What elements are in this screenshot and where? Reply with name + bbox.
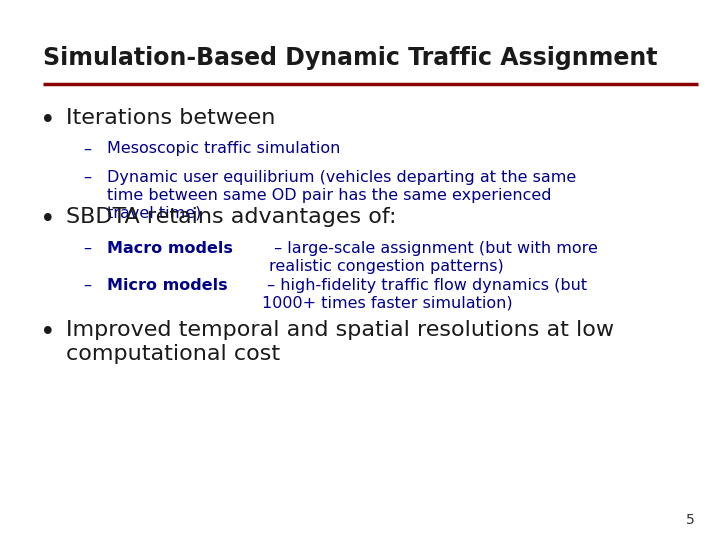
Text: •: • — [40, 108, 55, 134]
Text: •: • — [40, 207, 55, 233]
Text: –: – — [83, 241, 91, 256]
Text: Iterations between: Iterations between — [66, 108, 276, 128]
Text: Mesoscopic traffic simulation: Mesoscopic traffic simulation — [107, 141, 340, 157]
Text: Macro models: Macro models — [107, 241, 233, 256]
Text: SBDTA retains advantages of:: SBDTA retains advantages of: — [66, 207, 397, 227]
Text: Dynamic user equilibrium (vehicles departing at the same
time between same OD pa: Dynamic user equilibrium (vehicles depar… — [107, 170, 576, 220]
Text: 5: 5 — [686, 512, 695, 526]
Text: –: – — [83, 170, 91, 185]
Text: –: – — [83, 141, 91, 157]
Text: Micro models: Micro models — [107, 278, 228, 293]
Text: Simulation-Based Dynamic Traffic Assignment: Simulation-Based Dynamic Traffic Assignm… — [43, 46, 657, 70]
Text: – high-fidelity traffic flow dynamics (but
1000+ times faster simulation): – high-fidelity traffic flow dynamics (b… — [262, 278, 588, 310]
Text: Improved temporal and spatial resolutions at low
computational cost: Improved temporal and spatial resolution… — [66, 320, 614, 363]
Text: •: • — [40, 320, 55, 346]
Text: –: – — [83, 278, 91, 293]
Text: – large-scale assignment (but with more
realistic congestion patterns): – large-scale assignment (but with more … — [269, 241, 598, 274]
